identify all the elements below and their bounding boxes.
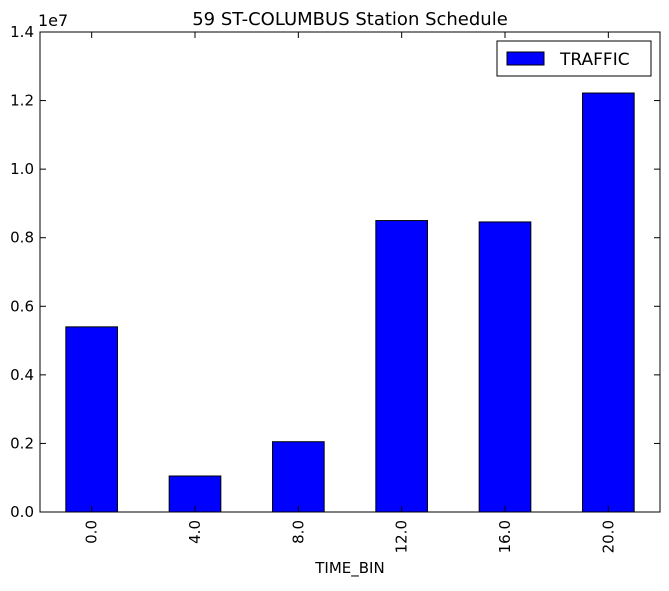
y-tick-label: 1.0 [10, 160, 34, 178]
bar-0.0 [65, 326, 119, 513]
legend: TRAFFIC [496, 40, 652, 77]
bars [65, 92, 635, 513]
x-axis: 0.0 4.0 8.0 12.0 16.0 20.0 [83, 32, 617, 553]
bar-20.0 [582, 92, 635, 513]
legend-label: TRAFFIC [559, 50, 630, 70]
x-tick-label: 0.0 [83, 520, 101, 544]
x-tick-label: 16.0 [496, 520, 514, 553]
x-tick-label: 20.0 [599, 520, 617, 553]
y-tick-label: 0.2 [10, 434, 34, 452]
y-scale-label: 1e7 [38, 11, 68, 30]
x-tick-label: 8.0 [289, 520, 307, 544]
y-axis: 0.0 0.2 0.4 0.6 0.8 1.0 1.2 1.4 [10, 23, 660, 521]
y-tick-label: 1.4 [10, 23, 34, 41]
chart-title: 59 ST-COLUMBUS Station Schedule [192, 9, 508, 30]
x-tick-label: 12.0 [393, 520, 411, 553]
y-tick-label: 0.8 [10, 229, 34, 247]
y-tick-label: 0.6 [10, 297, 34, 315]
y-tick-label: 1.2 [10, 92, 34, 110]
bar-16.0 [478, 221, 532, 513]
y-tick-label: 0.0 [10, 503, 34, 521]
plot-frame [39, 31, 661, 513]
x-tick-label: 4.0 [186, 520, 204, 544]
bar-12.0 [375, 220, 429, 513]
bar-8.0 [272, 441, 325, 513]
x-axis-label: TIME_BIN [314, 559, 384, 578]
y-tick-label: 0.4 [10, 366, 34, 384]
legend-swatch [506, 51, 545, 66]
